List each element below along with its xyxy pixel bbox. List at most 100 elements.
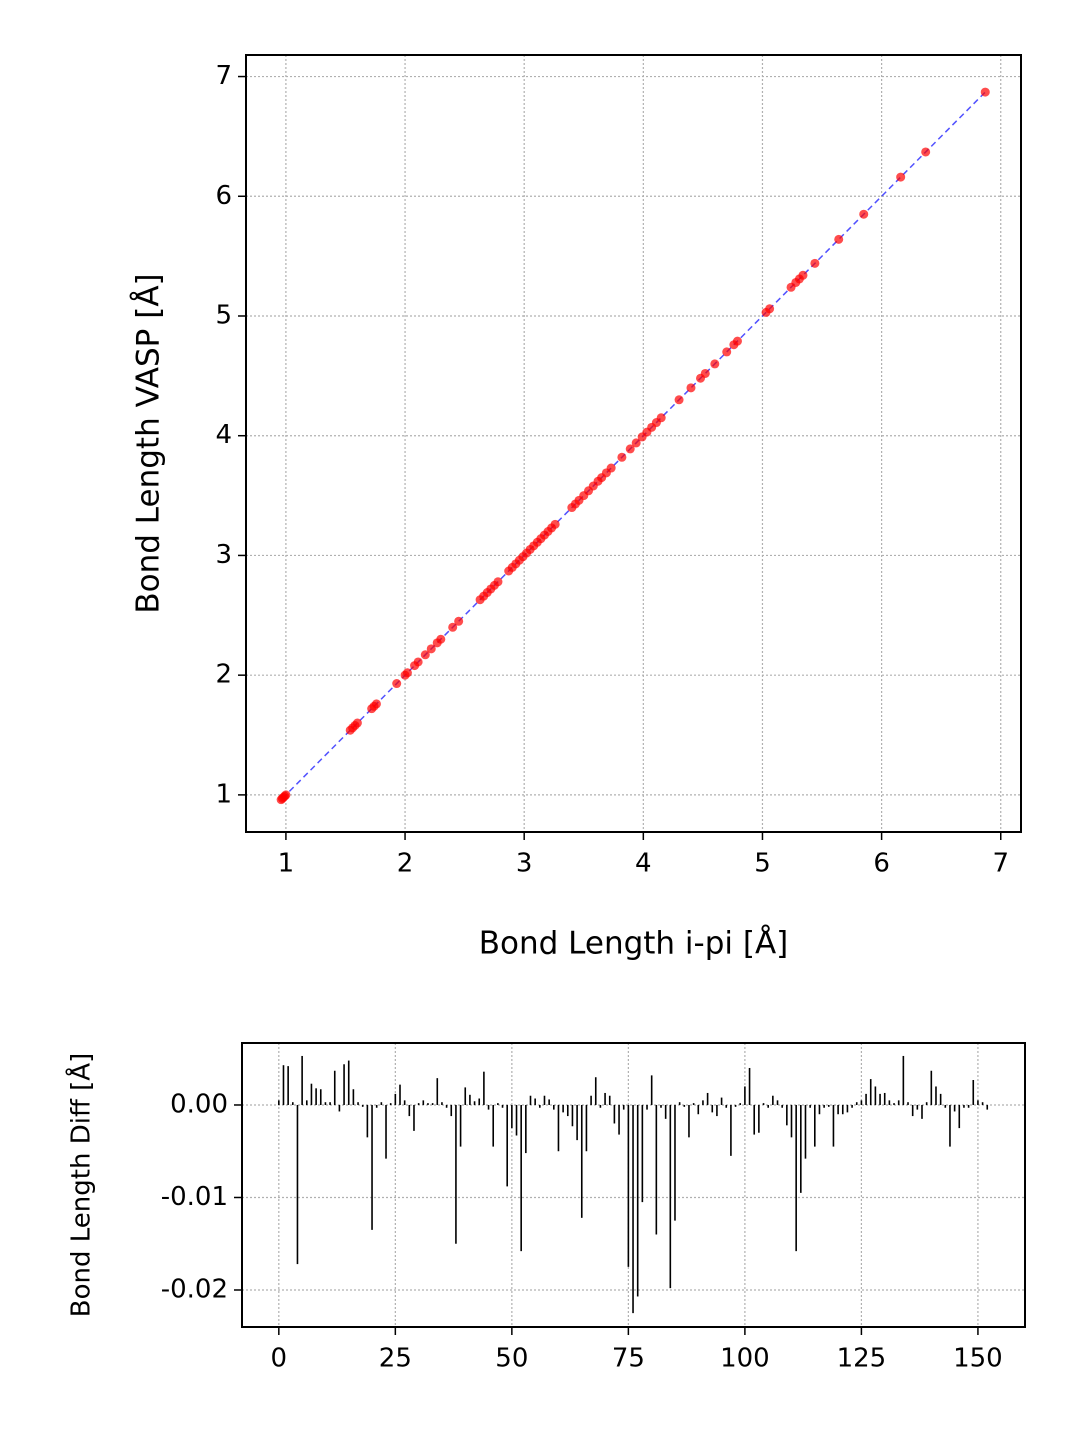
bar bbox=[627, 1104, 630, 1267]
bar bbox=[860, 1100, 863, 1105]
point bbox=[352, 718, 362, 728]
bar bbox=[734, 1104, 737, 1107]
bar bbox=[730, 1104, 732, 1156]
bar bbox=[641, 1104, 644, 1203]
x-tick-label: 1 bbox=[278, 849, 295, 879]
bar bbox=[762, 1103, 765, 1105]
bar bbox=[455, 1104, 457, 1244]
bar bbox=[716, 1104, 718, 1117]
point bbox=[493, 577, 503, 587]
point bbox=[859, 209, 869, 219]
bar bbox=[520, 1104, 522, 1252]
bar bbox=[511, 1104, 513, 1129]
point bbox=[686, 383, 696, 393]
bar bbox=[553, 1104, 555, 1110]
y-tick-label: 5 bbox=[215, 300, 232, 330]
bar bbox=[865, 1093, 867, 1105]
bar bbox=[464, 1087, 467, 1105]
y-tick-label: 2 bbox=[215, 660, 232, 690]
bar bbox=[380, 1102, 383, 1105]
bar bbox=[818, 1104, 821, 1115]
bar bbox=[963, 1104, 965, 1108]
bar bbox=[622, 1104, 625, 1110]
bar bbox=[534, 1098, 536, 1105]
bar bbox=[744, 1086, 746, 1105]
point bbox=[810, 258, 820, 268]
bar bbox=[981, 1102, 984, 1105]
bar bbox=[809, 1104, 811, 1108]
bar bbox=[501, 1104, 504, 1108]
point bbox=[798, 270, 808, 280]
bar bbox=[287, 1066, 289, 1105]
bar bbox=[958, 1104, 961, 1129]
bar bbox=[431, 1103, 434, 1105]
y-tick-label: 0.00 bbox=[170, 1089, 228, 1119]
bar bbox=[604, 1092, 606, 1105]
point bbox=[448, 622, 458, 632]
bar bbox=[333, 1070, 336, 1105]
point bbox=[402, 668, 412, 678]
point bbox=[413, 657, 423, 667]
point bbox=[550, 519, 560, 529]
bar bbox=[972, 1080, 975, 1105]
x-tick-label: 100 bbox=[720, 1344, 770, 1374]
bar bbox=[646, 1104, 648, 1110]
bar bbox=[375, 1104, 378, 1108]
bar bbox=[702, 1100, 704, 1105]
bar bbox=[711, 1104, 714, 1113]
point bbox=[834, 234, 844, 244]
bar bbox=[525, 1104, 527, 1154]
y-tick-label: 7 bbox=[215, 61, 232, 91]
bar bbox=[403, 1100, 406, 1105]
bar bbox=[772, 1095, 774, 1105]
bar bbox=[539, 1104, 541, 1108]
bar bbox=[278, 1100, 280, 1105]
bar bbox=[548, 1099, 550, 1105]
bar bbox=[790, 1104, 793, 1138]
x-tick-label: 2 bbox=[397, 849, 414, 879]
bar bbox=[837, 1104, 839, 1115]
bar bbox=[795, 1104, 797, 1252]
bar bbox=[469, 1094, 471, 1105]
bar bbox=[506, 1104, 508, 1187]
bar bbox=[282, 1065, 285, 1105]
bar bbox=[930, 1070, 933, 1105]
bar bbox=[748, 1067, 751, 1105]
bar bbox=[385, 1104, 387, 1159]
bar bbox=[893, 1103, 895, 1105]
bar bbox=[324, 1102, 327, 1105]
bar bbox=[739, 1103, 742, 1105]
point bbox=[732, 336, 742, 346]
bar bbox=[497, 1103, 499, 1105]
bar bbox=[907, 1102, 909, 1105]
bar bbox=[478, 1098, 481, 1105]
y-axis-label: Bond Length Diff [Å] bbox=[65, 1053, 97, 1317]
bar bbox=[902, 1055, 905, 1105]
bar bbox=[664, 1104, 667, 1119]
bar bbox=[800, 1104, 802, 1193]
x-tick-label: 75 bbox=[612, 1344, 645, 1374]
point bbox=[700, 368, 710, 378]
bar bbox=[445, 1104, 448, 1108]
bar bbox=[776, 1100, 779, 1105]
y-tick-label: -0.01 bbox=[161, 1182, 228, 1212]
bar bbox=[292, 1102, 294, 1105]
bar bbox=[310, 1083, 313, 1105]
bar bbox=[874, 1086, 877, 1105]
bar bbox=[720, 1097, 723, 1105]
y-tick-label: 1 bbox=[215, 779, 232, 809]
bar bbox=[492, 1104, 495, 1147]
bar bbox=[576, 1104, 578, 1141]
bar bbox=[562, 1104, 564, 1113]
bar bbox=[618, 1104, 620, 1135]
bar bbox=[566, 1104, 569, 1117]
bar bbox=[487, 1104, 490, 1110]
bar bbox=[669, 1104, 672, 1289]
bar bbox=[688, 1104, 690, 1138]
point bbox=[656, 413, 666, 423]
x-tick-label: 150 bbox=[953, 1344, 1003, 1374]
bar bbox=[939, 1093, 942, 1105]
x-tick-label: 25 bbox=[379, 1344, 412, 1374]
axes-frame bbox=[245, 54, 1022, 833]
